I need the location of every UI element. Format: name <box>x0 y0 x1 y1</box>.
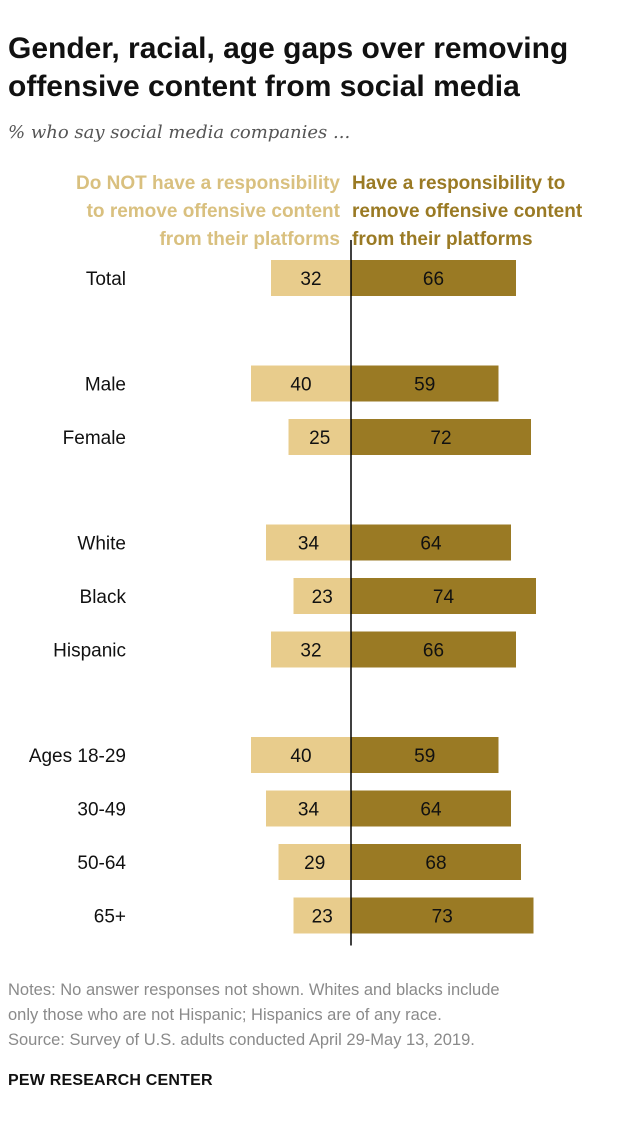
value-label-not-responsible: 40 <box>290 375 311 396</box>
category-label: Total <box>86 269 126 290</box>
bar-responsible <box>351 260 516 296</box>
legend-right-line: Have a responsibility to <box>352 173 566 194</box>
value-label-responsible: 73 <box>432 907 453 928</box>
brand-label: PEW RESEARCH CENTER <box>8 1072 213 1089</box>
value-label-not-responsible: 23 <box>312 907 333 928</box>
value-label-not-responsible: 34 <box>298 800 320 821</box>
value-label-not-responsible: 32 <box>300 269 321 290</box>
value-label-not-responsible: 34 <box>298 534 320 555</box>
bar-not-responsible <box>251 365 351 402</box>
diverging-bar-chart: Total 32 66 Male 40 59 Female 25 72 White 34 64 Blac… <box>29 240 536 946</box>
legend-left-line: to remove offensive content <box>86 201 340 222</box>
value-label-responsible: 64 <box>420 800 442 821</box>
value-label-not-responsible: 29 <box>304 853 325 874</box>
bar-not-responsible <box>271 631 351 668</box>
legend-responsible: Have a responsibility to remove offensiv… <box>352 170 582 254</box>
bar-responsible <box>351 578 536 614</box>
category-label: 65+ <box>94 907 126 928</box>
value-label-responsible: 59 <box>414 375 435 396</box>
bar-responsible <box>351 631 516 668</box>
value-label-responsible: 74 <box>433 587 455 608</box>
bar-responsible <box>351 790 511 827</box>
source-line: Source: Survey of U.S. adults conducted … <box>8 1031 475 1049</box>
bar-responsible <box>351 365 499 402</box>
value-label-responsible: 64 <box>420 534 442 555</box>
bar-not-responsible <box>288 419 351 455</box>
category-label: 50-64 <box>77 853 126 874</box>
value-label-responsible: 66 <box>423 641 444 662</box>
bar-not-responsible <box>266 790 351 827</box>
category-label: Black <box>80 587 127 608</box>
legend-right-line: remove offensive content <box>352 201 583 222</box>
category-label: 30-49 <box>77 800 126 821</box>
value-label-responsible: 68 <box>425 853 446 874</box>
chart-notes: Notes: No answer responses not shown. Wh… <box>8 978 613 1053</box>
chart-title: Gender, racial, age gaps over removing o… <box>8 32 569 103</box>
value-label-responsible: 72 <box>430 428 451 449</box>
chart-subtitle: % who say social media companies ... <box>8 122 351 143</box>
value-label-not-responsible: 40 <box>290 746 311 767</box>
bar-not-responsible <box>293 897 351 934</box>
notes-line: only those who are not Hispanic; Hispani… <box>8 1006 442 1024</box>
legend-left-line: Do NOT have a responsibility <box>76 173 340 194</box>
legend-right-line: from their platforms <box>352 229 533 250</box>
category-label: Ages 18-29 <box>29 746 126 767</box>
bar-not-responsible <box>278 844 351 880</box>
legend-not-responsible: Do NOT have a responsibility to remove o… <box>76 170 340 254</box>
bar-responsible <box>351 419 531 455</box>
category-label: Female <box>63 428 126 449</box>
value-label-not-responsible: 25 <box>309 428 330 449</box>
bar-responsible <box>351 524 511 561</box>
value-label-not-responsible: 23 <box>312 587 333 608</box>
bar-responsible <box>351 897 534 934</box>
legend-left-line: from their platforms <box>159 229 340 250</box>
bar-responsible <box>351 737 499 773</box>
bar-responsible <box>351 844 521 880</box>
bar-not-responsible <box>293 578 351 614</box>
bar-not-responsible <box>266 524 351 561</box>
value-label-responsible: 66 <box>423 269 444 290</box>
category-label: Male <box>85 375 126 396</box>
bar-not-responsible <box>251 737 351 773</box>
category-label: Hispanic <box>53 641 126 662</box>
category-label: White <box>77 534 126 555</box>
value-label-responsible: 59 <box>414 746 435 767</box>
value-label-not-responsible: 32 <box>300 641 321 662</box>
bar-not-responsible <box>271 260 351 296</box>
notes-line: Notes: No answer responses not shown. Wh… <box>8 981 500 999</box>
